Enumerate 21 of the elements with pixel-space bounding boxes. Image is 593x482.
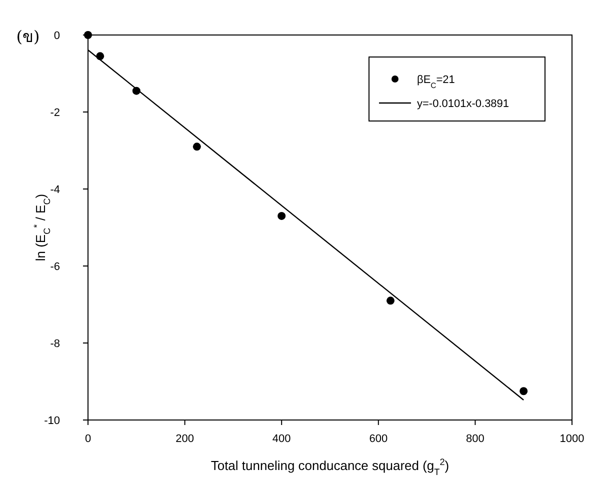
legend-label: βE$_{C}$=21 [417,74,455,90]
point [192,142,201,151]
y-tick-label: -2 [50,107,60,119]
point [386,296,394,305]
chart-title: (ข) [16,27,40,46]
y-tick-label: -8 [50,338,60,350]
point [520,387,528,396]
point [84,31,92,39]
y-tick-label: -4 [50,184,60,196]
x-tick-label: 800 [466,433,484,445]
legend-label: y=-0.0101x-0.3891 [417,98,510,110]
x-tick-label: 400 [272,433,291,445]
y-tick-label: -10 [44,415,60,427]
point [278,212,286,220]
x-tick-label: 0 [84,433,92,445]
y-tick-label: -6 [50,261,60,273]
x-tick-label: 1000 [560,433,584,445]
y-tick-label: 0 [54,30,60,42]
x-tick-label: 600 [369,433,388,445]
x-tick-label: 200 [176,433,194,445]
x-axis-title: Total tunneling conducance squared (g$_{T}$$^{2}$) [210,457,450,477]
